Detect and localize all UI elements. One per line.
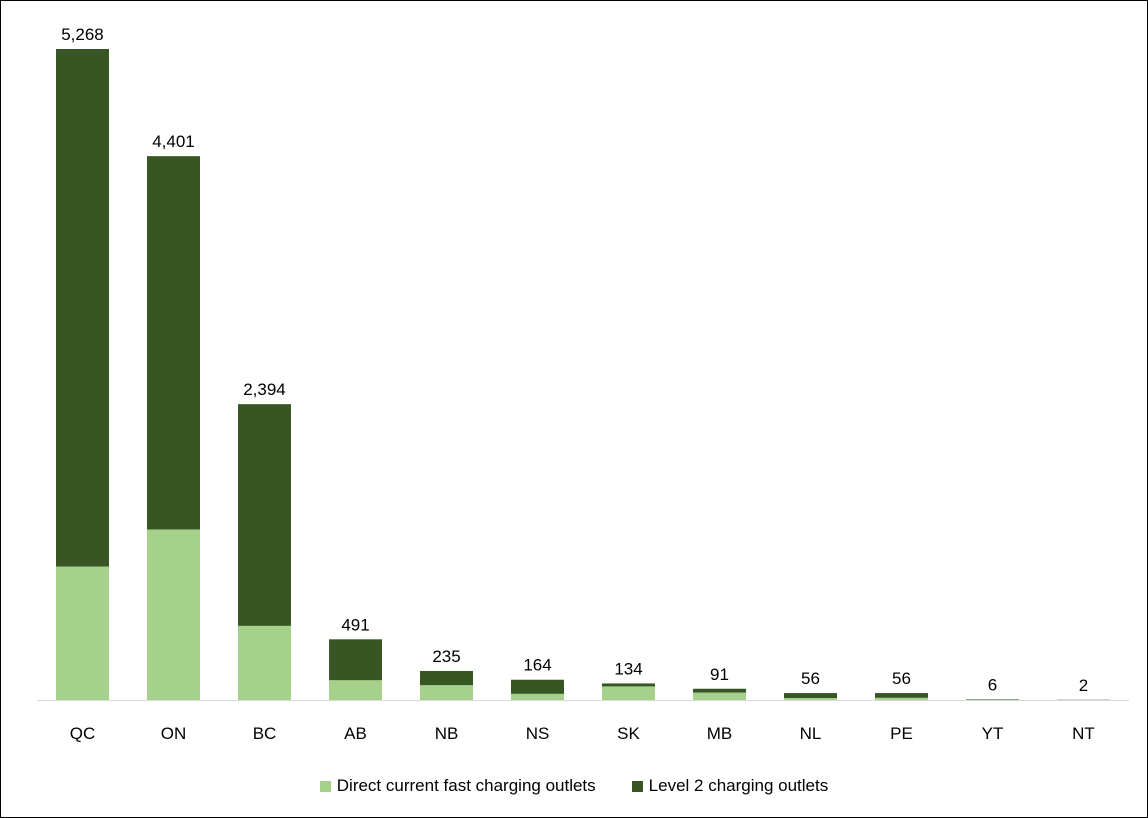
- bar-dc-fast-pe: [875, 697, 928, 700]
- total-label-bc: 2,394: [243, 380, 286, 399]
- total-label-yt: 6: [988, 675, 997, 694]
- x-tick-label-nl: NL: [800, 724, 822, 743]
- bar-level-2-on: [147, 156, 200, 530]
- x-tick-label-qc: QC: [70, 724, 96, 743]
- bar-level-2-nl: [784, 693, 837, 699]
- total-label-nl: 56: [801, 669, 820, 688]
- bar-dc-fast-mb: [693, 692, 746, 700]
- bar-dc-fast-ns: [511, 693, 564, 700]
- bar-level-2-bc: [238, 404, 291, 626]
- x-tick-label-mb: MB: [707, 724, 733, 743]
- legend-swatch-level-2: [631, 780, 643, 792]
- x-tick-label-nt: NT: [1072, 724, 1095, 743]
- stacked-bar-chart: 5,268 QC 4,401 ON 2,394 BC 491 AB 235 NB 164 NS 134 S…: [37, 25, 1129, 743]
- x-tick-label-ns: NS: [526, 724, 550, 743]
- x-tick-label-on: ON: [161, 724, 187, 743]
- bar-dc-fast-bc: [238, 625, 291, 700]
- bar-dc-fast-sk: [602, 686, 655, 700]
- legend-label-level-2: Level 2 charging outlets: [648, 776, 829, 795]
- legend-item-dc-fast: Direct current fast charging outlets: [319, 776, 596, 796]
- bar-dc-fast-on: [147, 529, 200, 700]
- bar-level-2-qc: [56, 49, 109, 567]
- bar-dc-fast-ab: [329, 680, 382, 700]
- x-tick-label-yt: YT: [982, 724, 1004, 743]
- bar-level-2-sk: [602, 683, 655, 687]
- total-label-ns: 164: [523, 656, 551, 675]
- bar-level-2-pe: [875, 693, 928, 698]
- bar-dc-fast-nl: [784, 698, 837, 700]
- bar-level-2-nb: [420, 670, 473, 686]
- total-label-mb: 91: [710, 665, 729, 684]
- total-label-pe: 56: [892, 669, 911, 688]
- bar-level-2-ns: [511, 679, 564, 694]
- bar-dc-fast-nb: [420, 685, 473, 700]
- bar-level-2-ab: [329, 639, 382, 681]
- x-tick-label-bc: BC: [253, 724, 277, 743]
- total-label-nb: 235: [432, 647, 460, 666]
- total-label-qc: 5,268: [61, 25, 104, 44]
- x-tick-label-pe: PE: [890, 724, 913, 743]
- legend-swatch-dc-fast: [319, 780, 331, 792]
- total-label-sk: 134: [614, 659, 642, 678]
- legend-item-level-2: Level 2 charging outlets: [631, 776, 829, 796]
- x-tick-label-ab: AB: [344, 724, 367, 743]
- bar-dc-fast-qc: [56, 566, 109, 700]
- total-label-on: 4,401: [152, 132, 195, 151]
- total-label-ab: 491: [341, 615, 369, 634]
- legend-label-dc-fast: Direct current fast charging outlets: [336, 776, 596, 795]
- bar-level-2-mb: [693, 688, 746, 693]
- x-tick-label-sk: SK: [617, 724, 640, 743]
- total-label-nt: 2: [1079, 676, 1088, 695]
- legend: Direct current fast charging outlets Lev…: [1, 776, 1147, 796]
- x-tick-label-nb: NB: [435, 724, 459, 743]
